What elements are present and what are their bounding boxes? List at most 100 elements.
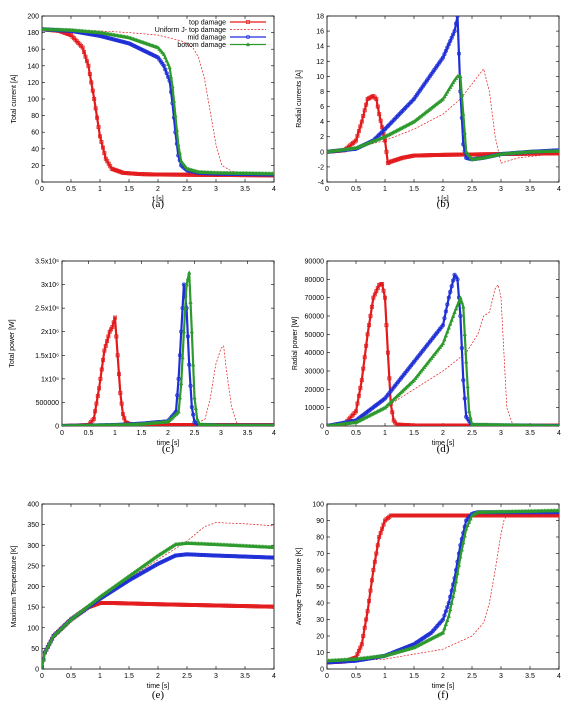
y-tick-label: 2.5x10⁶ (35, 306, 59, 313)
x-tick-label: 3 (214, 186, 218, 193)
x-tick-label: 1.5 (409, 673, 419, 680)
x-tick-label: 2.5 (182, 673, 192, 680)
x-axis-label: time [s] (432, 440, 455, 447)
y-tick-label: -4 (318, 180, 324, 187)
chart-panel-a: 0 0.5 1 1.5 2 2.5 3 3.5 402040608010012014016018… (11, 14, 276, 211)
x-tick-label: 2 (156, 673, 160, 680)
y-tick-label: 4 (320, 119, 324, 126)
y-tick-label: 50 (316, 584, 324, 591)
x-axis-label: time [s] (147, 683, 170, 690)
x-tick-label: 0 (325, 186, 329, 193)
series-mid (327, 510, 559, 665)
series-uniform (327, 284, 559, 426)
x-axis-label: t [s] (437, 196, 448, 203)
plot-frame (61, 260, 275, 427)
x-tick-label: 3 (499, 673, 503, 680)
series-mid (62, 282, 274, 426)
series-line-top (327, 282, 559, 426)
x-tick-label: 3 (499, 186, 503, 193)
x-tick-label: 1 (113, 430, 117, 437)
y-tick-label: 300 (27, 543, 39, 550)
chart-panel-e: 0 0.5 1 1.5 2 2.5 3 3.5 4 0 50 100 150 200 250 300 350 40… (11, 502, 276, 702)
x-tick-label: 1.5 (124, 673, 134, 680)
series-mid (42, 552, 274, 669)
y-tick-label: 100 (312, 502, 324, 509)
y-tick-label: 60000 (305, 314, 325, 321)
panel-caption: (a) (152, 198, 165, 210)
y-tick-label: 120 (27, 80, 39, 87)
x-tick-label: 3 (219, 430, 223, 437)
y-tick-label: 200 (27, 584, 39, 591)
y-tick-label: 200 (27, 14, 39, 21)
y-tick-label: 0 (320, 424, 324, 431)
y-tick-label: 500000 (36, 400, 59, 407)
y-tick-label: 90 (316, 518, 324, 525)
y-tick-label: 30 (316, 617, 324, 624)
x-tick-label: 0 (40, 186, 44, 193)
y-tick-label: 0 (35, 180, 39, 187)
x-tick-label: 0 (325, 430, 329, 437)
y-axis-label: Radial power [W] (292, 317, 299, 370)
y-tick-label: -2 (318, 164, 324, 171)
legend-label-uniform: Uniform J- top damage (155, 27, 226, 34)
legend-label-top: top damage (189, 19, 226, 26)
x-tick-label: 3.5 (525, 186, 535, 193)
y-tick-label: 30000 (305, 369, 325, 376)
series-bottom (62, 270, 274, 426)
x-tick-label: 0.5 (351, 673, 361, 680)
y-tick-label: 1x10⁶ (41, 376, 59, 383)
y-tick-label: 20000 (305, 387, 325, 394)
x-tick-label: 2.5 (467, 430, 477, 437)
series-line-mid (62, 283, 274, 426)
y-tick-label: 250 (27, 563, 39, 570)
y-tick-label: 14 (316, 44, 324, 51)
y-tick-label: 1.5x10⁶ (35, 353, 59, 360)
x-tick-label: 4 (557, 430, 561, 437)
y-tick-label: 0 (320, 149, 324, 156)
y-tick-label: 180 (27, 30, 39, 37)
chart-panel-b: 0 0.5 1 1.5 2 2.5 3 3.5 4 -4 -2 0 2 4 6 8 10 12 14 16 18 t [s… (296, 14, 561, 211)
x-tick-label: 1 (383, 673, 387, 680)
x-tick-label: 2 (166, 430, 170, 437)
x-tick-label: 2.5 (467, 186, 477, 193)
y-tick-label: 20 (316, 634, 324, 641)
x-tick-label: 0 (60, 430, 64, 437)
series-line-top (327, 514, 559, 664)
x-tick-label: 4 (557, 186, 561, 193)
panel-caption: (b) (437, 198, 450, 210)
x-tick-label: 0.5 (351, 186, 361, 193)
x-tick-label: 1 (98, 673, 102, 680)
y-tick-label: 60 (31, 130, 39, 137)
y-axis-label: Total current [A] (11, 74, 18, 123)
x-tick-label: 2 (441, 186, 445, 193)
y-tick-label: 10000 (305, 405, 325, 412)
y-tick-label: 8 (320, 89, 324, 96)
x-tick-label: 4 (272, 430, 276, 437)
series-line-mid (327, 273, 559, 426)
x-tick-label: 0.5 (66, 673, 76, 680)
series-mid (327, 16, 559, 162)
x-tick-label: 2.5 (182, 186, 192, 193)
x-tick-label: 0.5 (84, 430, 94, 437)
y-axis-label: Total power [W] (9, 319, 16, 367)
y-tick-label: 80 (316, 535, 324, 542)
x-tick-label: 0 (40, 673, 44, 680)
y-tick-label: 10 (316, 74, 324, 81)
x-tick-label: 2 (441, 430, 445, 437)
y-tick-label: 2x10⁶ (41, 329, 59, 336)
series-uniform (42, 28, 274, 175)
y-tick-label: 20 (31, 163, 39, 170)
x-tick-label: 3 (214, 673, 218, 680)
x-tick-label: 0.5 (66, 186, 76, 193)
y-tick-label: 40 (31, 146, 39, 153)
x-tick-label: 3.5 (525, 430, 535, 437)
y-tick-label: 3.5x10⁶ (35, 259, 59, 266)
series-bottom (327, 73, 559, 161)
x-tick-label: 1 (98, 186, 102, 193)
plot-frame (41, 503, 275, 670)
x-tick-label: 4 (272, 673, 276, 680)
panel-caption: (e) (152, 689, 165, 701)
x-tick-label: 1.5 (137, 430, 147, 437)
x-tick-label: 1.5 (409, 186, 419, 193)
